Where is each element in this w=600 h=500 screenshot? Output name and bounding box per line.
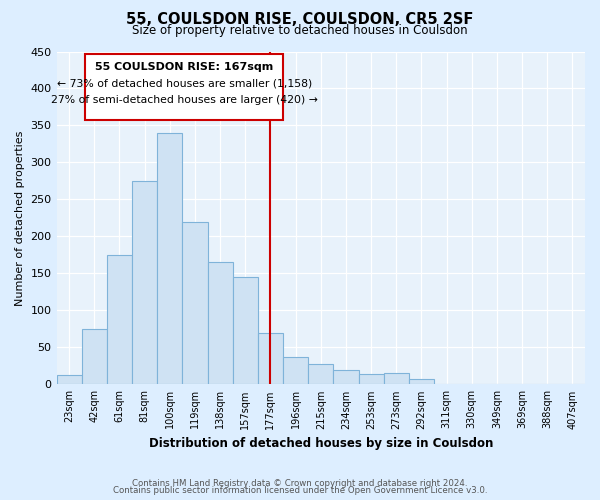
Text: 55 COULSDON RISE: 167sqm: 55 COULSDON RISE: 167sqm — [95, 62, 274, 72]
Bar — [182, 222, 208, 384]
X-axis label: Distribution of detached houses by size in Coulsdon: Distribution of detached houses by size … — [149, 437, 493, 450]
Text: 55, COULSDON RISE, COULSDON, CR5 2SF: 55, COULSDON RISE, COULSDON, CR5 2SF — [127, 12, 473, 28]
Bar — [233, 277, 258, 384]
Bar — [409, 380, 434, 384]
Bar — [157, 133, 182, 384]
Text: Size of property relative to detached houses in Coulsdon: Size of property relative to detached ho… — [132, 24, 468, 37]
Bar — [283, 357, 308, 384]
Y-axis label: Number of detached properties: Number of detached properties — [15, 130, 25, 306]
Text: 27% of semi-detached houses are larger (420) →: 27% of semi-detached houses are larger (… — [51, 95, 317, 105]
Bar — [334, 370, 359, 384]
Bar — [107, 255, 132, 384]
Bar — [56, 375, 82, 384]
FancyBboxPatch shape — [85, 54, 283, 120]
Text: Contains HM Land Registry data © Crown copyright and database right 2024.: Contains HM Land Registry data © Crown c… — [132, 478, 468, 488]
Bar — [82, 329, 107, 384]
Bar — [383, 372, 409, 384]
Bar — [132, 181, 157, 384]
Bar — [258, 332, 283, 384]
Bar — [208, 262, 233, 384]
Bar — [359, 374, 383, 384]
Text: ← 73% of detached houses are smaller (1,158): ← 73% of detached houses are smaller (1,… — [56, 79, 312, 89]
Bar — [308, 364, 334, 384]
Text: Contains public sector information licensed under the Open Government Licence v3: Contains public sector information licen… — [113, 486, 487, 495]
